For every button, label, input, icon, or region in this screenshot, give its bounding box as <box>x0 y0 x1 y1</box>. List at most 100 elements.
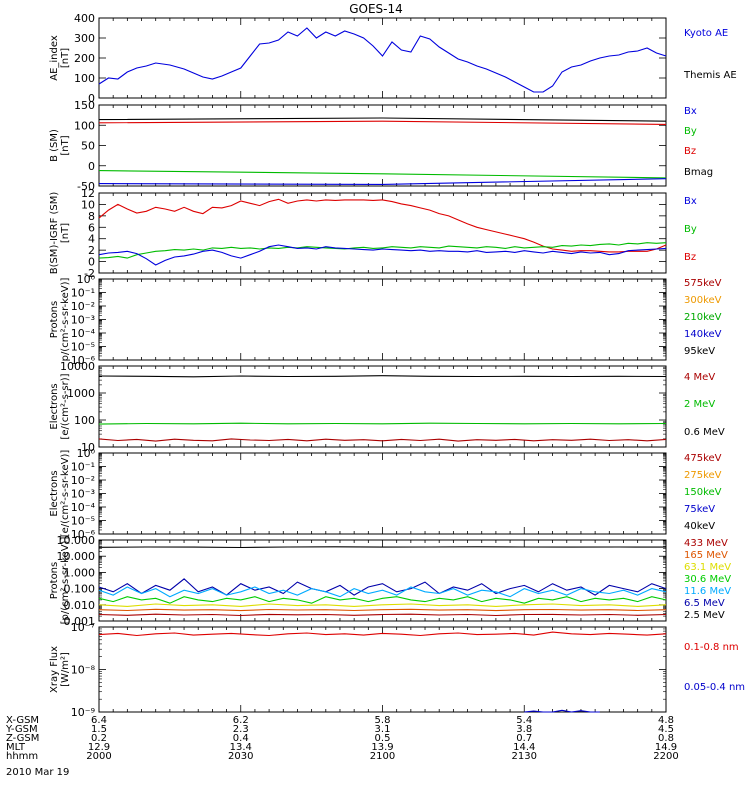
legend-entry: 0.1-0.8 nm <box>684 642 739 653</box>
x-axis-value: 13.4 <box>230 742 252 753</box>
y-tick-label: 50 <box>81 140 95 153</box>
legend-entry: 475keV <box>684 453 722 464</box>
y-tick-label: -2 <box>84 267 95 280</box>
y-axis-label: Electrons[e/(cm²-s-sr-keV)] <box>49 450 71 538</box>
y-axis-label: Xray Flux[W/m²] <box>49 646 71 693</box>
y-axis-label-line: [e/(cm²-s-sr)] <box>60 373 71 439</box>
y-tick-label: 6 <box>88 221 95 234</box>
legend-entry: 11.6 MeV <box>684 586 731 597</box>
x-axis-value: 0.7 <box>516 733 532 744</box>
legend-entry: 75keV <box>684 504 715 515</box>
y-tick-label: 10⁻³ <box>71 314 95 327</box>
panel-protons-high: 10.00010.0001.0000.1000.0100.001Protons[… <box>49 534 731 628</box>
legend-entry: Bz <box>684 146 696 157</box>
y-tick-label: 0 <box>88 160 95 173</box>
x-axis-row-label: Z-GSM <box>6 733 39 744</box>
x-axis-value: 2200 <box>653 751 678 762</box>
y-axis-label-line: Xray Flux <box>49 646 60 693</box>
date-label: 2010 Mar 19 <box>6 767 69 778</box>
y-tick-label: 10⁻⁵ <box>71 515 95 528</box>
y-axis-label-line: B (SM) <box>49 129 60 162</box>
x-axis-value: 12.9 <box>88 742 110 753</box>
series-by <box>98 170 667 179</box>
legend-entry: 140keV <box>684 329 722 340</box>
y-axis-label-line: B(SM)-IGRF (SM) <box>49 192 60 275</box>
x-axis-row-label: hhmm <box>6 751 38 762</box>
x-axis-value: 4.8 <box>658 715 674 726</box>
y-tick-label: 10⁰ <box>77 273 96 286</box>
y-tick-label: 0 <box>88 256 95 269</box>
panel-protons-low: 10⁰10⁻¹10⁻²10⁻³10⁻⁴10⁻⁵10⁻⁶Protonsp/(cm²… <box>49 273 722 367</box>
legend-entry: 150keV <box>684 487 722 498</box>
y-tick-label: 150 <box>74 99 95 112</box>
legend-entry: Themis AE <box>683 70 737 81</box>
legend-entry: 40keV <box>684 521 715 532</box>
x-axis-value: 5.4 <box>516 715 532 726</box>
x-axis-value: 1.5 <box>91 724 107 735</box>
y-tick-label: 8 <box>88 210 95 223</box>
y-tick-label: 0 <box>88 92 95 105</box>
y-axis-label-line: [e/(cm²-s-sr-keV)] <box>60 450 71 538</box>
y-tick-label: 200 <box>74 52 95 65</box>
legend-entry: 4 MeV <box>684 372 715 383</box>
y-tick-label: 10⁻⁴ <box>71 327 96 340</box>
x-axis-row-label: MLT <box>6 742 26 753</box>
x-axis-value: 2130 <box>512 751 537 762</box>
panel-frame <box>98 452 667 535</box>
y-axis-label: Electrons[e/(cm²-s-sr)] <box>49 373 71 439</box>
x-axis-value: 4.5 <box>658 724 674 735</box>
y-tick-label: 0.010 <box>64 599 96 612</box>
series-165-mev <box>98 608 667 612</box>
y-axis-label: Protons[p/(cm²-s-sr-keV)] <box>49 537 71 625</box>
legend-entry: 210keV <box>684 312 722 323</box>
y-tick-label: 4 <box>88 233 95 246</box>
y-tick-label: 400 <box>74 12 95 25</box>
series-bz <box>98 198 667 253</box>
x-axis-value: 2.3 <box>233 724 249 735</box>
series-2-mev <box>98 422 667 425</box>
x-axis-value: 0.4 <box>233 733 249 744</box>
y-axis-label-line: [nT] <box>60 135 71 155</box>
x-axis-value: 14.9 <box>655 742 677 753</box>
y-axis-label-line: [W/m²] <box>60 652 71 687</box>
legend-entry: 2 MeV <box>684 399 715 410</box>
legend-entry: Bx <box>684 196 697 207</box>
y-tick-label: 0.001 <box>64 615 96 628</box>
legend-entry: 575keV <box>684 278 722 289</box>
legend-entry: Bz <box>684 252 696 263</box>
y-axis-label-line: Electrons <box>49 383 60 429</box>
y-axis-label-line: [p/(cm²-s-sr-keV)] <box>60 537 71 625</box>
x-axis-value: 2100 <box>370 751 395 762</box>
legend-entry: Bmag <box>684 167 713 178</box>
panel-b: -50 0 50 100 150 B (SM)[nT] Bx By Bz Bmag <box>49 99 713 193</box>
y-tick-label: -50 <box>77 180 95 193</box>
y-tick-label: 10⁻⁸ <box>71 664 96 677</box>
legend-entry: By <box>684 126 697 137</box>
legend-entry: 275keV <box>684 470 722 481</box>
y-axis-label-line: Protons <box>49 562 60 599</box>
y-axis-label-line: [nT] <box>60 48 71 68</box>
legend-entry: 0.05-0.4 nm <box>684 682 745 693</box>
x-axis-table: X-GSM 6.4 6.2 5.8 5.4 4.8 Y-GSM 1.5 2.3 3.1 3.8 4.5… <box>5 715 679 762</box>
x-axis-row-label: X-GSM <box>6 715 39 726</box>
legend-entry: By <box>684 224 697 235</box>
y-tick-label: 100 <box>74 72 95 85</box>
y-tick-label: 10⁻⁵ <box>71 341 95 354</box>
y-tick-label: 300 <box>74 32 95 45</box>
series-bmag <box>98 117 667 122</box>
legend-entry: 165 MeV <box>684 550 728 561</box>
y-tick-label: 10⁻⁶ <box>71 354 96 367</box>
y-axis-label: AE_index[nT] <box>49 35 71 81</box>
y-tick-label: 1.000 <box>64 566 96 579</box>
y-tick-label: 10⁻² <box>71 474 95 487</box>
panel-frame <box>98 365 667 448</box>
legend-entry: 433 MeV <box>684 538 728 549</box>
series-0-6-mev <box>98 375 667 378</box>
x-axis-value: 6.4 <box>91 715 107 726</box>
y-tick-label: 10 <box>81 198 95 211</box>
x-axis-value: 14.4 <box>513 742 535 753</box>
panel-frame <box>98 539 667 622</box>
chart-title: GOES-14 <box>349 2 403 16</box>
